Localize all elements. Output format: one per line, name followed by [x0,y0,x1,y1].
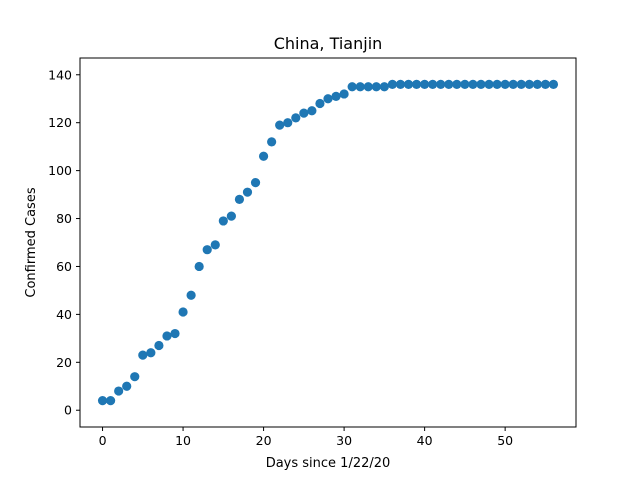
data-point [170,328,180,339]
x-tick-label: 40 [417,433,433,448]
y-tick-label: 0 [64,403,72,418]
data-point [315,98,325,109]
data-point [532,79,542,89]
y-tick-label: 40 [56,307,72,322]
data-point [258,151,269,161]
data-point [436,79,446,89]
x-axis-label: Days since 1/22/20 [266,456,391,471]
data-point [226,211,236,221]
data-point [508,79,518,89]
data-point [194,261,204,272]
data-point [468,79,478,89]
y-axis-label: Confirmed Cases [24,187,39,297]
plot-frame [79,57,577,428]
data-point [500,79,510,89]
data-point [105,396,116,406]
data-point [331,91,341,101]
data-point [444,79,454,89]
data-point [347,82,357,92]
data-point [291,113,301,123]
data-point [323,94,333,104]
data-point [363,82,373,92]
x-tick-label: 0 [99,433,107,448]
data-point [130,372,140,382]
data-point [540,79,551,89]
x-tick-label: 10 [175,433,191,448]
data-point [307,106,317,116]
data-point [403,79,414,89]
y-tick-label: 20 [56,355,72,370]
data-points [97,79,559,406]
data-point [484,79,494,89]
data-point [355,82,365,92]
y-tick-label: 140 [48,67,72,82]
data-point [428,79,438,89]
data-point [371,82,381,92]
x-tick-label: 50 [497,433,513,448]
data-point [210,240,220,250]
data-point [267,137,277,147]
data-point [395,79,406,89]
data-point [516,79,526,89]
x-axis-ticks: 0 10 20 30 40 50 [99,427,513,448]
data-point [162,331,172,341]
data-point [154,340,164,351]
data-point [242,187,253,197]
data-point [420,79,430,89]
data-point [524,79,534,89]
data-point [250,177,261,188]
y-tick-label: 100 [48,163,72,178]
data-point [460,79,470,89]
data-point [186,290,196,300]
y-tick-label: 60 [56,259,72,274]
data-point [387,79,398,89]
data-point [202,245,212,255]
x-tick-label: 30 [336,433,352,448]
data-point [146,348,156,358]
y-tick-label: 80 [56,211,72,226]
data-point [299,108,309,118]
data-point [476,79,486,89]
x-tick-label: 20 [256,433,272,448]
data-point [178,307,188,317]
data-point [97,396,108,406]
y-tick-label: 120 [48,115,72,130]
data-point [411,79,422,89]
data-point [492,79,502,89]
data-point [218,216,228,226]
data-point [275,120,285,130]
data-point [548,79,559,89]
data-point [234,194,245,204]
data-point [122,381,132,391]
data-point [339,89,349,99]
data-point [379,82,389,92]
data-point [114,386,124,396]
chart-title: China, Tianjin [274,34,383,53]
y-axis-ticks: 0 20 40 60 80 100 120 140 [48,67,80,418]
data-point [452,79,462,89]
data-point [138,350,148,360]
data-point [283,118,293,128]
